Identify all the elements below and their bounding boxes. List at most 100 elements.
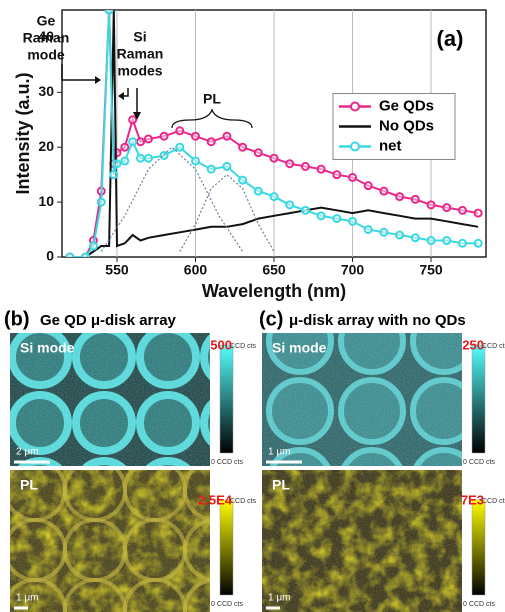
annotation: Raman <box>117 46 164 62</box>
marker <box>223 163 230 170</box>
marker <box>380 229 387 236</box>
x-tick-label: 650 <box>262 262 286 278</box>
colorbar-min: 0 CCD cts <box>211 601 243 608</box>
image-label: Si mode <box>272 340 327 356</box>
annotation: Ge <box>37 13 56 29</box>
colorbar <box>472 500 485 595</box>
colorbar-min: 0 CCD cts <box>463 459 495 466</box>
colorbar-unit: CCD cts <box>230 498 257 505</box>
marker <box>121 157 128 164</box>
annotation: Raman <box>23 30 70 46</box>
colorbar-unit: CCD cts <box>482 498 505 505</box>
panel-label: (a) <box>437 26 464 51</box>
marker <box>129 138 136 145</box>
marker <box>110 171 117 178</box>
colorbar-max: 250 <box>462 337 484 352</box>
x-tick-label: 750 <box>419 262 443 278</box>
marker <box>66 254 73 261</box>
colorbar-min: 0 CCD cts <box>463 601 495 608</box>
marker <box>365 226 372 233</box>
marker <box>98 199 105 206</box>
marker <box>271 155 278 162</box>
marker <box>412 196 419 203</box>
marker <box>192 157 199 164</box>
marker <box>176 127 183 134</box>
marker <box>349 174 356 181</box>
colorbar <box>472 345 485 453</box>
annotation: modes <box>117 63 162 79</box>
colorbar-max: 500 <box>210 337 232 352</box>
marker <box>318 166 325 173</box>
figure: 550600650700750010203040Wavelength (nm)I… <box>0 0 505 612</box>
marker <box>459 207 466 214</box>
marker <box>286 160 293 167</box>
image-label: PL <box>272 477 290 493</box>
marker <box>90 243 97 250</box>
marker <box>161 133 168 140</box>
page: {"chart_data": {"type": "line", "x_label… <box>0 0 505 612</box>
marker <box>176 144 183 151</box>
annotation: Si <box>133 29 146 45</box>
y-axis-label: Intensity (a.u.) <box>13 72 33 194</box>
y-tick-label: 10 <box>38 193 54 209</box>
disk <box>485 380 505 442</box>
marker <box>428 237 435 244</box>
marker <box>255 188 262 195</box>
marker <box>380 188 387 195</box>
scale-bar-label: 1 μm <box>268 447 290 458</box>
scale-bar-label: 1 μm <box>268 593 290 604</box>
legend-label: Ge QDs <box>379 97 434 114</box>
y-tick-label: 30 <box>38 83 54 99</box>
x-tick-label: 600 <box>184 262 208 278</box>
colorbar <box>220 500 233 595</box>
marker <box>475 240 482 247</box>
marker <box>113 160 120 167</box>
annotation: PL <box>203 91 221 107</box>
marker <box>113 149 120 156</box>
marker <box>106 7 113 14</box>
colorbar-max: 2.5E4 <box>198 492 233 507</box>
marker <box>333 215 340 222</box>
colorbar-min: 0 CCD cts <box>211 459 243 466</box>
marker <box>208 166 215 173</box>
marker <box>208 138 215 145</box>
image-label: Si mode <box>20 340 75 356</box>
marker <box>349 218 356 225</box>
marker <box>223 133 230 140</box>
marker <box>318 212 325 219</box>
colorbar <box>220 345 233 453</box>
legend-label: No QDs <box>379 117 434 134</box>
marker <box>129 116 136 123</box>
marker <box>443 204 450 211</box>
marker <box>121 144 128 151</box>
x-tick-label: 700 <box>341 262 365 278</box>
x-tick-label: 550 <box>105 262 129 278</box>
marker <box>161 152 168 159</box>
scale-bar-label: 1 μm <box>16 593 38 604</box>
marker <box>137 155 144 162</box>
marker <box>459 240 466 247</box>
x-axis-label: Wavelength (nm) <box>202 281 346 301</box>
colorbar-unit: CCD cts <box>482 343 505 350</box>
y-tick-label: 20 <box>38 138 54 154</box>
panel-label: (c) <box>259 308 283 330</box>
legend-marker <box>351 143 359 151</box>
marker <box>82 254 89 261</box>
marker <box>255 149 262 156</box>
marker <box>137 138 144 145</box>
marker <box>475 210 482 217</box>
colorbar-max: 7E3 <box>461 492 484 507</box>
marker <box>239 177 246 184</box>
image-noise <box>262 470 462 612</box>
marker <box>333 171 340 178</box>
marker <box>443 237 450 244</box>
panel-title: Ge QD μ-disk array <box>40 312 177 329</box>
marker <box>192 133 199 140</box>
marker <box>428 201 435 208</box>
map-image <box>262 470 462 612</box>
marker <box>365 182 372 189</box>
disk <box>485 310 505 372</box>
image-label: PL <box>20 477 38 493</box>
scale-bar-label: 2 μm <box>16 447 38 458</box>
